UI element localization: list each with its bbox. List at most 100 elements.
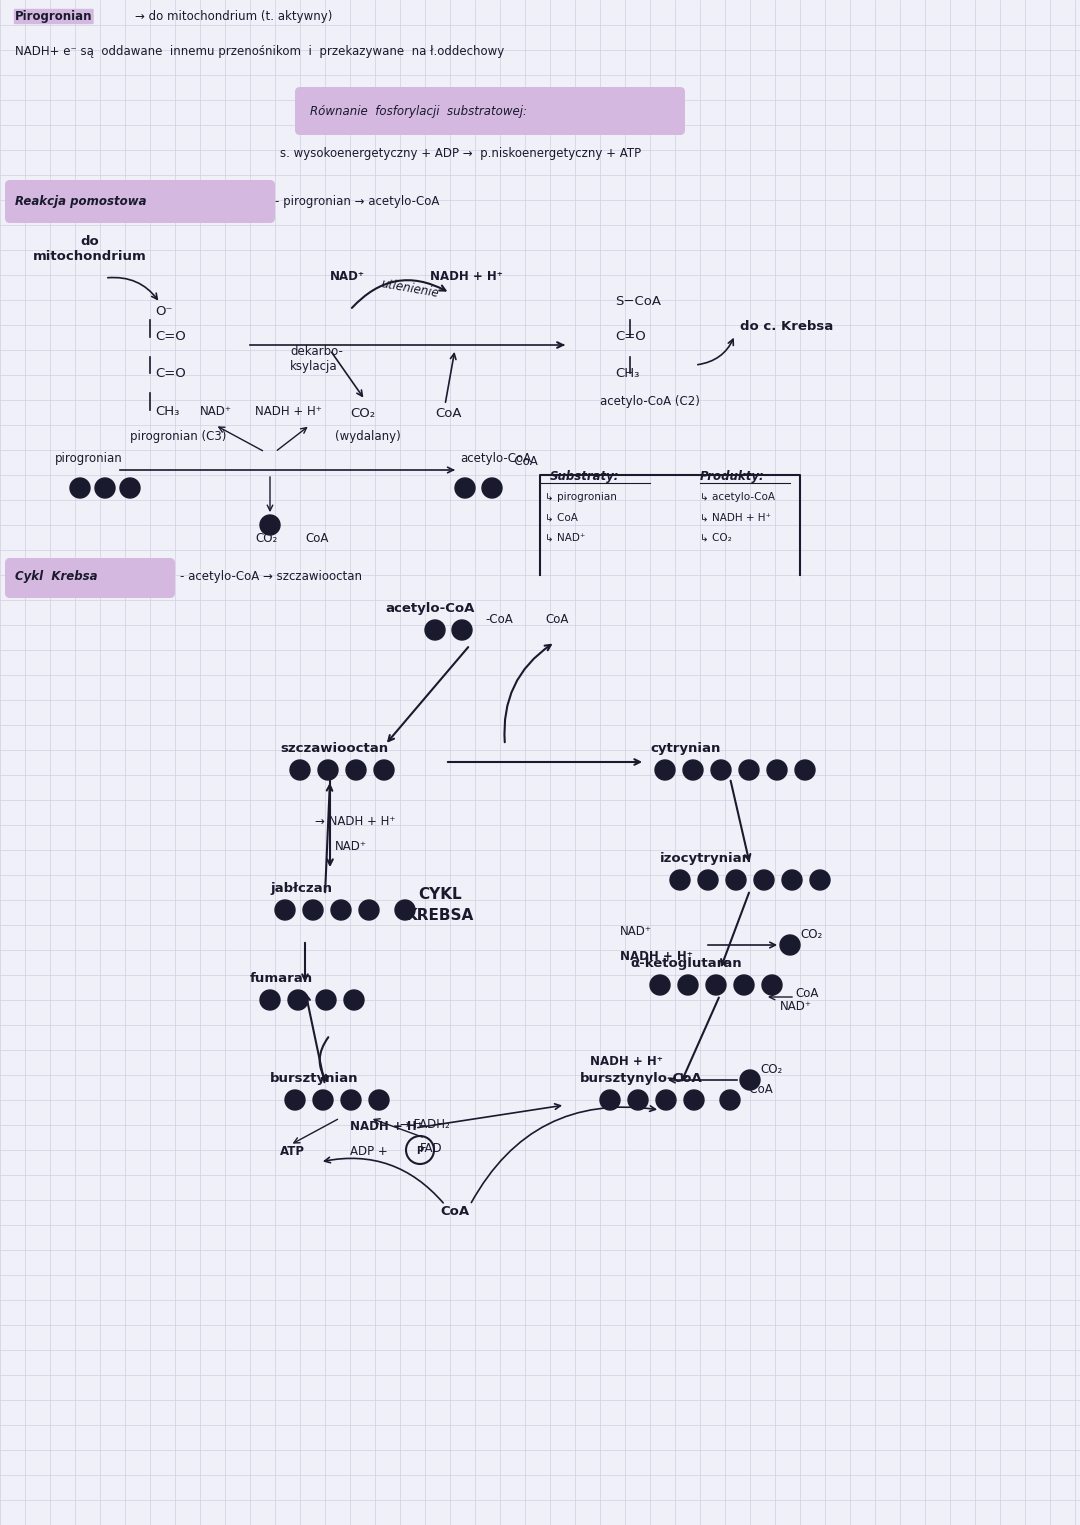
Text: CoA: CoA <box>305 532 328 544</box>
Text: jabłczan: jabłczan <box>270 881 332 895</box>
Text: ↳ pirogronian: ↳ pirogronian <box>545 493 617 502</box>
Text: C=O: C=O <box>615 329 646 343</box>
Text: NAD⁺: NAD⁺ <box>780 1000 812 1013</box>
Circle shape <box>627 1090 648 1110</box>
Text: bursztynian: bursztynian <box>270 1072 359 1084</box>
Text: fumaran: fumaran <box>249 971 313 985</box>
Text: s. wysokoenergetyczny + ADP →  p.niskoenergetyczny + ATP: s. wysokoenergetyczny + ADP → p.niskoene… <box>280 146 642 160</box>
Text: CoA: CoA <box>435 407 461 419</box>
Circle shape <box>678 974 698 994</box>
Text: Substraty:: Substraty: <box>550 470 620 483</box>
Text: α-ketoglutaran: α-ketoglutaran <box>630 958 742 970</box>
FancyBboxPatch shape <box>295 87 685 136</box>
Text: NAD⁺: NAD⁺ <box>200 406 232 418</box>
FancyBboxPatch shape <box>5 558 175 598</box>
Text: NAD⁺: NAD⁺ <box>620 926 652 938</box>
Circle shape <box>754 869 774 891</box>
Text: CO₂: CO₂ <box>800 929 822 941</box>
Text: do
mitochondrium: do mitochondrium <box>33 235 147 262</box>
Circle shape <box>650 974 670 994</box>
Text: CoA: CoA <box>440 1205 469 1218</box>
Circle shape <box>95 477 114 499</box>
Text: NADH + H⁺: NADH + H⁺ <box>430 270 503 284</box>
Text: NADH + H⁺: NADH + H⁺ <box>620 950 693 962</box>
Circle shape <box>395 900 415 920</box>
Circle shape <box>316 990 336 1010</box>
Circle shape <box>330 900 351 920</box>
Text: acetylo-CoA: acetylo-CoA <box>386 602 475 615</box>
Text: -CoA: -CoA <box>745 1083 773 1096</box>
Text: CYKL
KREBSA: CYKL KREBSA <box>406 888 474 923</box>
Text: → NADH + H⁺: → NADH + H⁺ <box>315 814 395 828</box>
Circle shape <box>782 869 802 891</box>
Text: dekarbo-
ksylacja: dekarbo- ksylacja <box>291 345 342 374</box>
Circle shape <box>482 477 502 499</box>
Circle shape <box>684 1090 704 1110</box>
Text: C=O: C=O <box>156 329 186 343</box>
Text: cytrynian: cytrynian <box>650 743 720 755</box>
Text: Reakcja pomostowa: Reakcja pomostowa <box>15 195 147 207</box>
Circle shape <box>70 477 90 499</box>
Circle shape <box>120 477 140 499</box>
Circle shape <box>318 759 338 779</box>
Text: → FADH₂: → FADH₂ <box>400 1118 449 1132</box>
Circle shape <box>795 759 815 779</box>
Text: ↳ NAD⁺: ↳ NAD⁺ <box>545 532 585 541</box>
Circle shape <box>426 621 445 640</box>
Text: Produkty:: Produkty: <box>700 470 765 483</box>
Circle shape <box>656 1090 676 1110</box>
Circle shape <box>706 974 726 994</box>
Text: CO₂: CO₂ <box>255 532 278 544</box>
Circle shape <box>780 935 800 955</box>
Text: O⁻: O⁻ <box>156 305 173 319</box>
Circle shape <box>453 621 472 640</box>
Text: bursztynylo-CoA: bursztynylo-CoA <box>580 1072 703 1084</box>
Circle shape <box>762 974 782 994</box>
Text: Pirogronian: Pirogronian <box>15 11 93 23</box>
Circle shape <box>600 1090 620 1110</box>
Circle shape <box>291 759 310 779</box>
Text: do c. Krebsa: do c. Krebsa <box>740 320 834 332</box>
Text: acetylo-CoA (C2): acetylo-CoA (C2) <box>600 395 700 409</box>
Text: CH₃: CH₃ <box>615 368 639 380</box>
Text: S−CoA: S−CoA <box>615 294 661 308</box>
Text: - pirogronian → acetylo-CoA: - pirogronian → acetylo-CoA <box>275 195 440 207</box>
Text: NAD⁺: NAD⁺ <box>330 270 365 284</box>
Circle shape <box>734 974 754 994</box>
Text: CH₃: CH₃ <box>156 406 179 418</box>
Text: -CoA: -CoA <box>485 613 513 625</box>
Text: NADH + H⁺: NADH + H⁺ <box>350 1119 423 1133</box>
Text: Cykl  Krebsa: Cykl Krebsa <box>15 570 97 583</box>
Text: P: P <box>416 1145 423 1156</box>
Circle shape <box>739 759 759 779</box>
Circle shape <box>288 990 308 1010</box>
Text: -CoA: -CoA <box>510 454 538 468</box>
Text: NADH + H⁺: NADH + H⁺ <box>590 1055 663 1068</box>
Text: izocytrynian: izocytrynian <box>660 852 752 865</box>
Text: ↳ CoA: ↳ CoA <box>545 512 578 522</box>
Circle shape <box>341 1090 361 1110</box>
Circle shape <box>698 869 718 891</box>
Circle shape <box>767 759 787 779</box>
Text: ↳ NADH + H⁺: ↳ NADH + H⁺ <box>700 512 771 522</box>
Circle shape <box>260 515 280 535</box>
Text: pirogronian (C3): pirogronian (C3) <box>130 430 227 442</box>
Text: - acetylo-CoA → szczawiooctan: - acetylo-CoA → szczawiooctan <box>180 570 362 583</box>
Circle shape <box>260 990 280 1010</box>
Circle shape <box>654 759 675 779</box>
Circle shape <box>683 759 703 779</box>
Text: CO₂: CO₂ <box>760 1063 782 1077</box>
Text: szczawiooctan: szczawiooctan <box>280 743 388 755</box>
Circle shape <box>726 869 746 891</box>
Text: NADH + H⁺: NADH + H⁺ <box>255 406 322 418</box>
Text: ↳ acetylo-CoA: ↳ acetylo-CoA <box>700 493 775 502</box>
Circle shape <box>374 759 394 779</box>
Text: ATP: ATP <box>280 1145 305 1157</box>
Text: CoA: CoA <box>795 987 819 1000</box>
Circle shape <box>313 1090 333 1110</box>
Text: C=O: C=O <box>156 368 186 380</box>
Text: (wydalany): (wydalany) <box>335 430 401 442</box>
Circle shape <box>455 477 475 499</box>
Text: pirogronian: pirogronian <box>55 451 123 465</box>
Text: NAD⁺: NAD⁺ <box>335 840 367 852</box>
